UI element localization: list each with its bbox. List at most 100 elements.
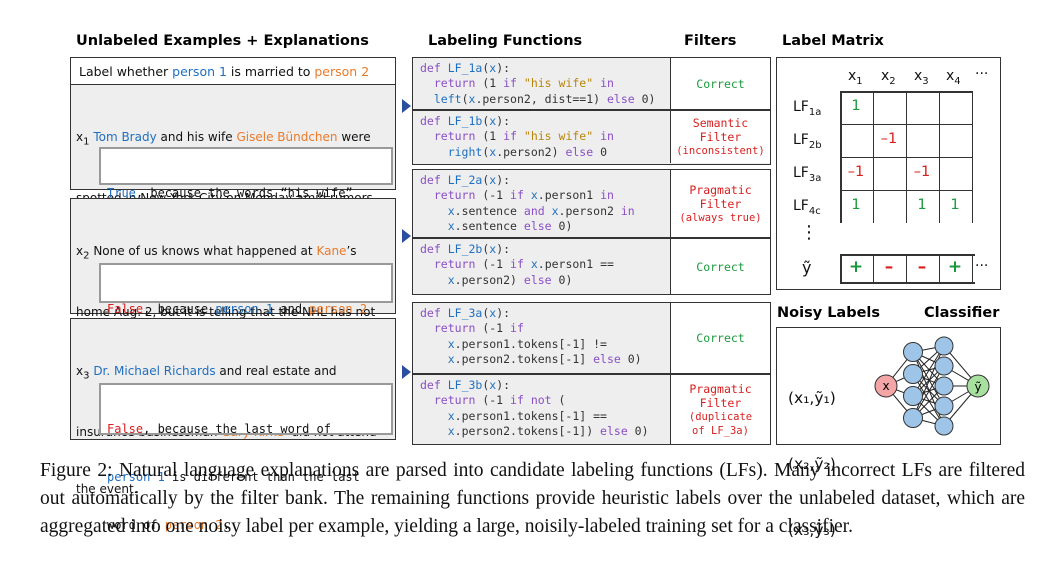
example-3: x3 Dr. Michael Richards and real estate … <box>70 318 396 532</box>
label-matrix <box>776 57 1001 290</box>
divider <box>413 237 770 239</box>
header-label-matrix: Label Matrix <box>782 33 884 49</box>
lf-cell: def LF_2b(x): return (-1 if x.person1 ==… <box>413 239 670 294</box>
nn-output-label: ỹ <box>974 380 981 394</box>
explanation-text: and <box>273 302 310 316</box>
task-person1: person 1 <box>172 64 227 79</box>
sentence-text: and his wife <box>156 130 237 144</box>
sentence-text: home Aug. 2, but it is telling that the … <box>76 305 376 320</box>
grid-line <box>972 254 973 284</box>
entity-person2: Gisele Bündchen <box>236 130 338 144</box>
matrix-row-label: LF2b <box>793 132 822 151</box>
filter-cell: Pragmatic Filter (duplicate of LF_3a) <box>670 375 770 444</box>
noisy-label-list: (x₁,ỹ₁) (x₂,ỹ₂) (x₃,ỹ₃) (x₄,ỹ₄) <box>788 343 836 584</box>
sentence-text: the event. <box>76 482 138 497</box>
explanation-text: , because the last word of <box>143 422 331 436</box>
explanation-box: True, because the words “his wife” are r… <box>99 147 393 248</box>
ytilde-cell-value: + <box>848 257 864 277</box>
nn-edge <box>912 351 945 407</box>
lf-code: def LF_2b(x): return (-1 if x.person1 ==… <box>420 242 614 287</box>
example-id: x <box>76 364 84 378</box>
nn-hidden-node <box>934 376 954 396</box>
explanation-label-false: False <box>107 422 144 436</box>
lf-code: def LF_3b(x): return (-1 if not ( x.pers… <box>420 378 649 438</box>
filter-cell: Correct <box>670 303 770 373</box>
filter-cell: Correct <box>670 58 770 109</box>
matrix-cell-value: –1 <box>913 164 931 180</box>
lf-cell: def LF_3a(x): return (-1 if x.person1.to… <box>413 303 670 373</box>
example-id-sub: 1 <box>83 136 90 148</box>
header-unlabeled-examples: Unlabeled Examples + Explanations <box>76 33 369 49</box>
sentence-text: and real estate and <box>215 364 337 378</box>
lf-code: def LF_1b(x): return (1 if "his wife" in… <box>420 114 614 159</box>
lf-cell: def LF_1a(x): return (1 if "his wife" in… <box>413 58 670 110</box>
grid-line <box>939 254 940 284</box>
header-labeling-functions: Labeling Functions <box>428 33 583 49</box>
header-classifier: Classifier <box>924 305 1000 321</box>
filter-label: (duplicate <box>688 410 753 423</box>
matrix-ytilde-label: ỹ <box>802 258 812 277</box>
task-person2: person 2 <box>314 64 370 79</box>
noisy-pair: (x₂,ỹ₂) <box>788 455 836 473</box>
explanation-person2: person 2 <box>309 302 368 316</box>
task-prefix: Label whether <box>79 64 173 79</box>
matrix-cell-value: –1 <box>880 131 898 147</box>
filter-label: Filter <box>699 395 742 410</box>
filter-cell: Semantic Filter (inconsistent) <box>670 111 770 163</box>
nn-input-node <box>874 374 898 398</box>
example-id: x <box>76 244 84 258</box>
grid-line <box>840 254 842 284</box>
explanation-person2: person 2 <box>164 518 223 532</box>
entity-person: Kane <box>316 244 347 258</box>
task-description: Label whether person 1 is married to per… <box>70 57 396 85</box>
explanation-box: False, because the last word of person 1… <box>99 383 393 532</box>
nn-hidden-node <box>903 386 923 406</box>
filter-label: Pragmatic <box>689 381 752 396</box>
lf-code: def LF_3a(x): return (-1 if x.person1.to… <box>420 306 642 366</box>
figure-caption: Figure 2: Natural language explanations … <box>40 460 1025 537</box>
header-filters: Filters <box>684 33 737 49</box>
explanation-text: is different than the last <box>164 470 360 484</box>
explanation-label-true: True <box>107 186 136 200</box>
noisy-pair: (x₃,ỹ₃) <box>788 521 836 539</box>
filter-cell: Pragmatic Filter (always true) <box>670 170 770 237</box>
filter-label: Filter <box>699 130 742 144</box>
explanation-person1: person 1 <box>215 302 274 316</box>
matrix-col-header: x2 <box>881 68 896 87</box>
filter-label: (always true) <box>679 211 762 224</box>
example-1: x 1 Tom Brady and his wife Gisele Bündche… <box>70 84 396 262</box>
lf-group-2: def LF_2a(x): return (-1 if x.person1 in… <box>412 169 771 295</box>
grid-line <box>840 124 972 125</box>
matrix-cell-value: 1 <box>917 197 927 213</box>
explanation-person1: person 1 <box>107 470 165 484</box>
matrix-cell-value: 1 <box>851 197 861 213</box>
entity-person1: Dr. Michael Richards <box>93 364 216 378</box>
explanation-text: . <box>222 518 230 532</box>
filter-label: (inconsistent) <box>676 145 765 157</box>
filter-label: Correct <box>696 331 745 345</box>
arrow-icon <box>402 229 411 243</box>
divider <box>413 373 770 375</box>
matrix-cell-value: 1 <box>950 197 960 213</box>
nn-hidden-node <box>934 416 954 436</box>
ytilde-cell-value: + <box>947 257 963 277</box>
grid-line <box>840 157 972 158</box>
nn-hidden-node <box>903 408 923 428</box>
matrix-row-label: LF3a <box>793 165 822 184</box>
explanation-text: word of <box>107 518 165 532</box>
matrix-row-label: LF4c <box>793 198 821 217</box>
example-2: x2 None of us knows what happened at Kan… <box>70 198 396 376</box>
grid-line <box>873 254 874 284</box>
filter-label: of LF_3a) <box>692 424 749 437</box>
matrix-col-header: x1 <box>848 68 863 87</box>
nn-hidden-node <box>903 342 923 362</box>
filter-label: Correct <box>696 259 745 274</box>
nn-output-node <box>966 374 990 398</box>
entity-person1: Tom Brady <box>93 130 157 144</box>
grid-line <box>972 91 973 223</box>
arrow-icon <box>402 365 411 379</box>
nn-input-label: x <box>882 379 889 393</box>
matrix-cell-value: 1 <box>851 98 861 114</box>
matrix-row-label: LF1a <box>793 99 822 118</box>
lf-code: def LF_2a(x): return (-1 if x.person1 in… <box>420 173 635 233</box>
